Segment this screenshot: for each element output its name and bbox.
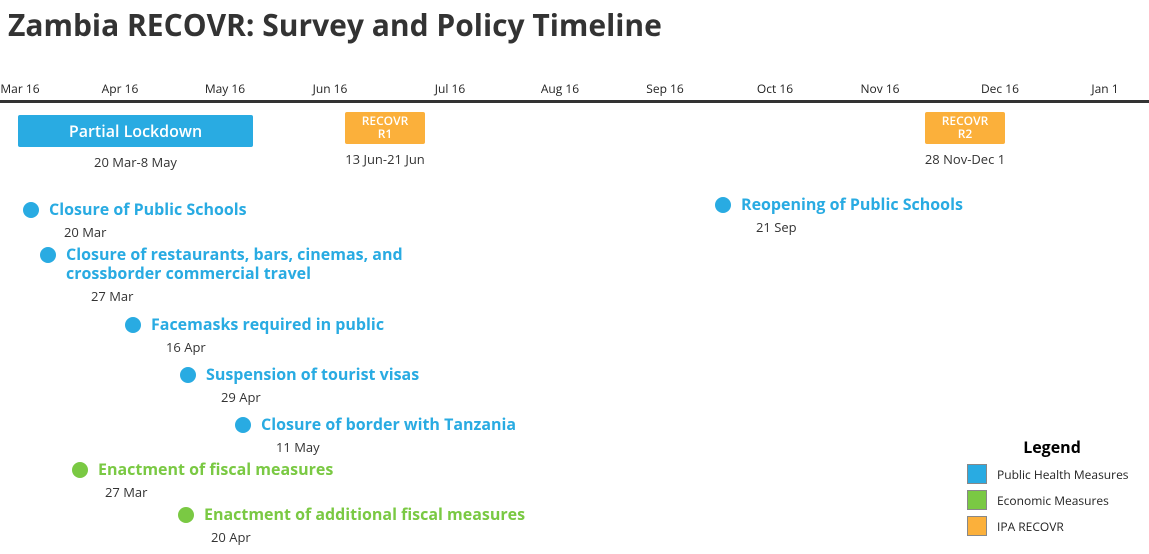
legend-label: Public Health Measures (997, 466, 1129, 483)
axis-label: Jan 1 (1091, 80, 1118, 97)
axis-label: May 16 (205, 80, 245, 97)
axis-label: Nov 16 (860, 80, 899, 97)
event-dot-icon (715, 197, 731, 213)
event-dot-icon (180, 367, 196, 383)
event-fiscal: Enactment of fiscal measures 27 Mar (72, 460, 333, 501)
event-title: Suspension of tourist visas (206, 365, 419, 384)
legend-row: IPA RECOVR (967, 516, 1137, 536)
timeline-bar-date: 28 Nov-Dec 1 (925, 150, 1005, 168)
event-dot-icon (235, 417, 251, 433)
axis-label: Mar 16 (0, 80, 39, 97)
event-dot-icon (23, 202, 39, 218)
event-border_tanzania: Closure of border with Tanzania 11 May (235, 415, 516, 456)
event-title: Facemasks required in public (151, 315, 384, 334)
event-title: Closure of restaurants, bars, cinemas, a… (66, 245, 410, 283)
timeline-bar-recovr_r2: RECOVRR2 (925, 112, 1005, 144)
event-title: Reopening of Public Schools (741, 195, 963, 214)
event-reopen_schools: Reopening of Public Schools 21 Sep (715, 195, 963, 236)
event-tourist_visas: Suspension of tourist visas 29 Apr (180, 365, 419, 406)
legend-label: Economic Measures (997, 492, 1109, 509)
event-date: 27 Mar (91, 287, 410, 305)
axis-label: Sep 16 (646, 80, 684, 97)
event-date: 20 Mar (64, 223, 247, 241)
legend-row: Economic Measures (967, 490, 1137, 510)
event-date: 21 Sep (756, 218, 963, 236)
axis-label: Jul 16 (435, 80, 465, 97)
event-title: Enactment of fiscal measures (98, 460, 333, 479)
event-date: 11 May (276, 438, 516, 456)
legend-swatch-icon (967, 464, 987, 484)
event-title: Closure of border with Tanzania (261, 415, 516, 434)
axis-line (0, 100, 1149, 103)
axis-label: Aug 16 (541, 80, 579, 97)
event-dot-icon (178, 507, 194, 523)
axis-label: Apr 16 (102, 80, 139, 97)
legend-row: Public Health Measures (967, 464, 1137, 484)
event-date: 27 Mar (105, 483, 333, 501)
page-title: Zambia RECOVR: Survey and Policy Timelin… (0, 0, 1149, 45)
event-dot-icon (72, 462, 88, 478)
event-fiscal2: Enactment of additional fiscal measures 2… (178, 505, 525, 546)
timeline-bar-date: 20 Mar-8 May (94, 153, 177, 171)
timeline-bar-recovr_r1: RECOVRR1 (345, 112, 425, 144)
event-title: Enactment of additional fiscal measures (204, 505, 525, 524)
event-closure_schools: Closure of Public Schools 20 Mar (23, 200, 247, 241)
legend-swatch-icon (967, 490, 987, 510)
event-date: 29 Apr (221, 388, 419, 406)
legend: Legend Public Health Measures Economic Me… (967, 436, 1137, 542)
axis-label: Oct 16 (757, 80, 793, 97)
event-date: 20 Apr (211, 528, 525, 546)
timeline-bar-date: 13 Jun-21 Jun (345, 150, 425, 168)
event-facemasks: Facemasks required in public 16 Apr (125, 315, 384, 356)
event-dot-icon (40, 247, 56, 263)
timeline-bar-lockdown: Partial Lockdown (18, 115, 253, 147)
event-date: 16 Apr (166, 338, 384, 356)
event-dot-icon (125, 317, 141, 333)
legend-label: IPA RECOVR (997, 518, 1064, 535)
legend-title: Legend (967, 436, 1137, 458)
axis-label: Dec 16 (981, 80, 1019, 97)
event-title: Closure of Public Schools (49, 200, 247, 219)
legend-swatch-icon (967, 516, 987, 536)
axis-label: Jun 16 (313, 80, 348, 97)
event-closure_restaurants: Closure of restaurants, bars, cinemas, a… (40, 245, 410, 305)
